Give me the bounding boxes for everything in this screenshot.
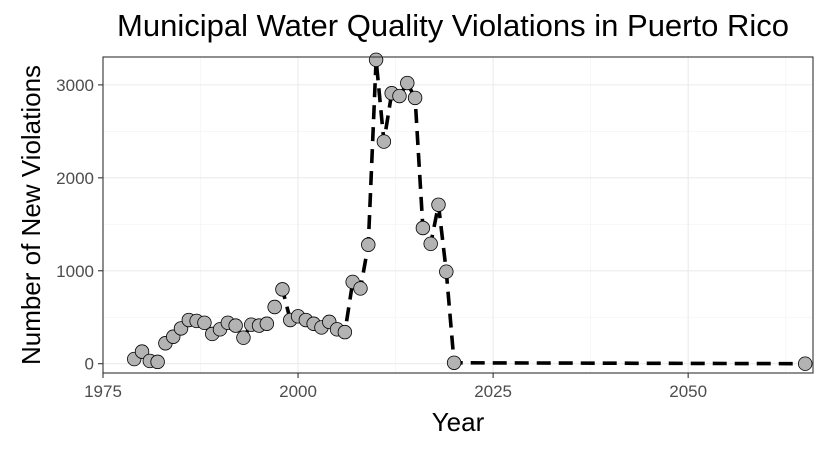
data-point: [797, 356, 813, 371]
grid-lines: [102, 57, 813, 373]
series-line: [132, 59, 806, 366]
y-tick-label: 0: [85, 355, 94, 374]
data-point: [259, 316, 275, 331]
chart-title: Municipal Water Quality Violations in Pu…: [117, 8, 789, 43]
data-point: [423, 236, 438, 252]
data-point: [376, 134, 392, 149]
x-tick-label: 2025: [474, 382, 512, 401]
data-point: [353, 281, 368, 296]
data-point: [361, 237, 376, 252]
data-point: [400, 75, 415, 91]
data-point: [392, 88, 407, 104]
data-point: [197, 315, 212, 331]
x-tick-label: 2050: [669, 382, 707, 401]
data-point: [134, 344, 150, 359]
x-axis-title: Year: [432, 407, 485, 437]
x-tick-label: 2000: [279, 382, 317, 401]
x-tick-label: 1975: [84, 382, 122, 401]
data-point: [439, 264, 454, 279]
y-axis-title: Number of New Violations: [16, 65, 46, 365]
data-point: [407, 90, 423, 106]
data-point: [431, 197, 446, 212]
y-tick-label: 2000: [56, 169, 94, 188]
y-axis: 0 1000 2000 3000: [56, 76, 103, 374]
data-point: [267, 299, 282, 315]
y-tick-label: 3000: [56, 76, 94, 95]
y-tick-label: 1000: [56, 262, 94, 281]
plot-panel: [102, 56, 814, 374]
data-point: [275, 282, 290, 297]
data-point: [368, 52, 384, 67]
data-point: [446, 355, 462, 370]
data-point: [236, 330, 251, 345]
x-axis: 1975 2000 2025 2050: [84, 373, 707, 401]
data-point: [228, 318, 243, 333]
data-point: [150, 354, 165, 370]
data-point: [415, 220, 431, 236]
data-point: [337, 324, 353, 340]
data-series: [127, 52, 813, 371]
